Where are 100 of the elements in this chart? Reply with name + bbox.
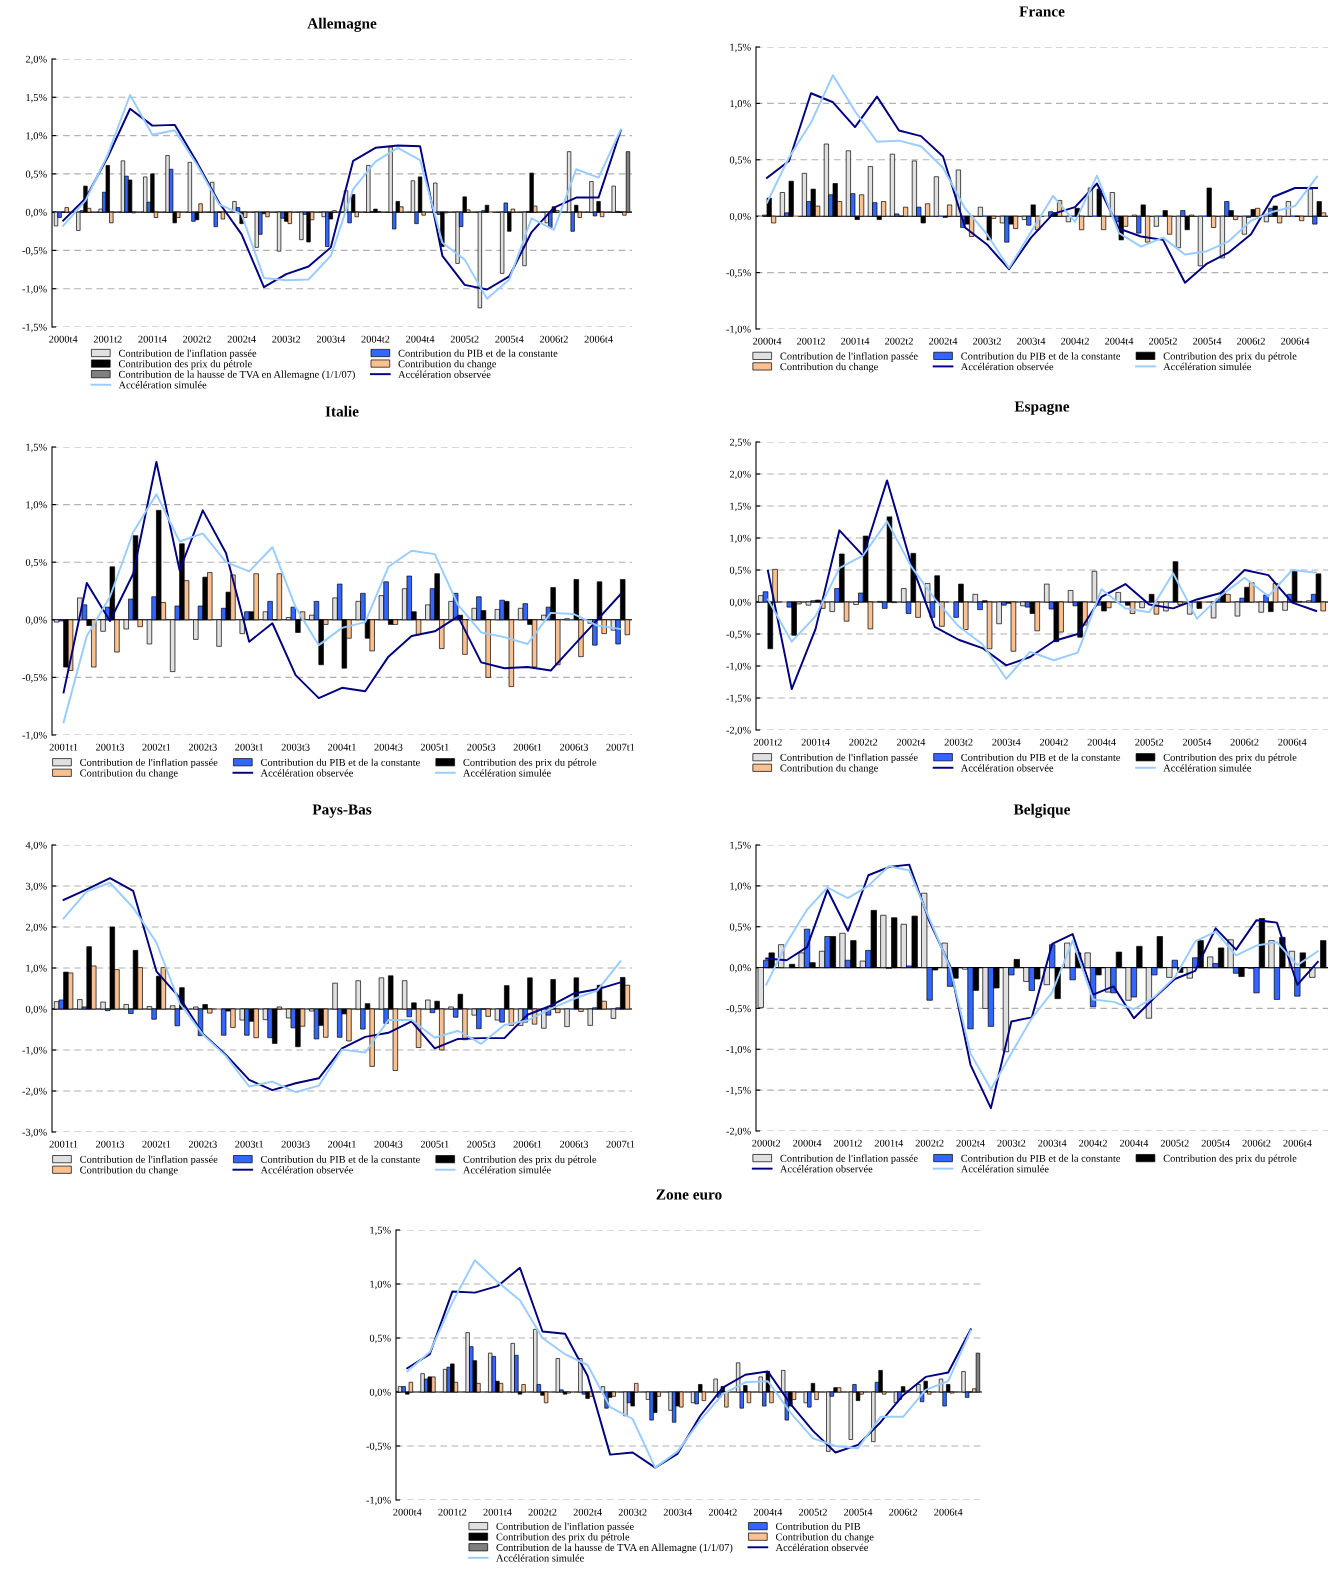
y-tick-label: 1,0%: [26, 964, 47, 974]
x-tick-label: 2002t4: [573, 1508, 602, 1516]
chart-title: Zone euro: [656, 1189, 722, 1200]
x-tick-label: 2000t4: [752, 337, 782, 345]
x-tick-label: 2006t2: [539, 335, 568, 343]
y-tick-label: 0,5%: [729, 566, 751, 576]
legend-label: Accélération observée: [398, 370, 491, 378]
x-tick-label: 2000t4: [49, 335, 78, 343]
x-tick-label: 2006t4: [1278, 738, 1307, 746]
legend-label: Contribution des prix du pétrole: [1163, 753, 1297, 764]
x-tick-label: 2000t2: [752, 1139, 781, 1147]
x-tick-label: 2001t3: [95, 743, 125, 751]
legend-label: Contribution du change: [398, 359, 497, 370]
x-tick-label: 2006t2: [1236, 337, 1265, 345]
legend-label: Contribution du PIB et de la constante: [398, 349, 558, 357]
x-tick-label: 2004t4: [1087, 738, 1116, 746]
y-tick-label: -0,5%: [366, 1442, 391, 1452]
x-tick-label: 2002t4: [227, 335, 256, 343]
x-tick-label: 2005t2: [1148, 337, 1177, 345]
chart-title: Espagne: [1014, 401, 1070, 415]
x-tick-label: 2006t4: [584, 335, 613, 343]
y-tick-label: 1,0%: [730, 100, 751, 109]
y-tick-label: 2,5%: [729, 438, 751, 448]
legend-label: Contribution du PIB et de la constante: [961, 352, 1121, 360]
x-tick-label: 2002t4: [896, 738, 926, 746]
legend-label: Contribution du change: [80, 1166, 178, 1176]
x-tick-label: 2006t1: [513, 1140, 542, 1148]
legend-label: Contribution de l'inflation passée: [80, 758, 218, 769]
legend-label: Accélération simulée: [1163, 362, 1252, 371]
legend-label: Contribution du PIB et de la constante: [260, 758, 420, 766]
y-tick-label: 0,5%: [25, 170, 47, 180]
x-tick-label: 2002t2: [915, 1139, 944, 1147]
x-tick-label: 2003t2: [944, 738, 973, 746]
legend-label: Contribution du PIB et de la constante: [961, 1154, 1121, 1162]
y-tick-label: 0,0%: [25, 616, 47, 626]
y-tick-label: -1,5%: [726, 694, 751, 704]
y-tick-label: 2,0%: [25, 55, 47, 65]
x-tick-label: 2000t4: [793, 1139, 822, 1147]
chart-title: Belgique: [1013, 803, 1071, 818]
x-tick-label: 2003t2: [618, 1508, 647, 1516]
x-tick-label: 2001t2: [833, 1139, 862, 1147]
y-tick-label: 0,0%: [729, 598, 751, 608]
legend-label: Contribution des prix du pétrole: [463, 1155, 597, 1166]
y-tick-label: 1,0%: [26, 132, 47, 141]
legend-label: Accélération simulée: [463, 769, 551, 777]
legend-label: Contribution des prix du pétrole: [1163, 1154, 1297, 1164]
y-tick-label: -1,0%: [22, 731, 47, 741]
x-tick-label: 2005t4: [495, 335, 524, 343]
x-tick-label: 2001t4: [874, 1139, 904, 1147]
x-tick-label: 2004t2: [1060, 337, 1089, 345]
y-tick-label: 4,0%: [25, 841, 47, 851]
y-tick-label: -2,0%: [22, 1087, 47, 1097]
x-tick-label: 2003t3: [281, 1140, 310, 1148]
y-tick-label: -2,0%: [726, 726, 751, 736]
x-tick-label: 2002t2: [884, 337, 913, 345]
legend-label: Contribution du change: [775, 1533, 874, 1543]
legend-label: Contribution de l'inflation passée: [80, 1155, 218, 1166]
y-tick-label: -1,0%: [366, 1496, 391, 1506]
y-tick-label: 3,0%: [25, 882, 47, 892]
y-tick-label: -0,5%: [22, 674, 47, 683]
y-tick-label: 1,5%: [370, 1226, 391, 1236]
x-tick-label: 2001t4: [483, 1508, 512, 1516]
legend-label: Contribution du PIB et de la constante: [961, 753, 1121, 761]
legend-label: Contribution du change: [80, 769, 178, 779]
legend-label: Contribution de l'inflation passée: [780, 352, 918, 362]
x-tick-label: 2005t4: [844, 1508, 873, 1516]
y-tick-label: 1,0%: [730, 882, 751, 892]
x-tick-label: 2001t2: [796, 337, 825, 345]
x-tick-label: 2005t2: [1135, 738, 1164, 746]
y-tick-label: 0,5%: [369, 1334, 391, 1344]
x-tick-label: 2004t4: [1119, 1139, 1149, 1147]
x-tick-label: 2005t3: [467, 1140, 496, 1148]
x-tick-label: 2003t4: [316, 335, 346, 343]
x-tick-label: 2001t2: [753, 738, 782, 746]
y-tick-label: 0,0%: [25, 208, 47, 218]
y-tick-label: 0,0%: [729, 964, 751, 973]
legend-label: Accélération simulée: [118, 381, 207, 389]
x-tick-label: 2004t3: [374, 743, 403, 751]
x-tick-label: 2006t3: [559, 1140, 589, 1148]
x-tick-label: 2002t4: [928, 337, 958, 345]
x-tick-label: 2002t4: [956, 1139, 985, 1147]
x-tick-label: 2002t2: [182, 335, 211, 343]
legend-label: Accélération simulée: [463, 1166, 551, 1174]
y-tick-label: 0,0%: [25, 1005, 47, 1015]
x-tick-label: 2003t2: [972, 337, 1001, 345]
x-tick-label: 2004t4: [753, 1508, 783, 1516]
y-tick-label: -0,5%: [22, 247, 47, 256]
legend-label: Accélération observée: [260, 769, 353, 777]
legend-label: Contribution de la hausse de TVA en Allemagne (1/1/07): [118, 370, 355, 381]
legend-label: Contribution de l'inflation passée: [118, 349, 257, 359]
y-tick-label: -0,5%: [726, 269, 751, 278]
y-tick-label: 0,5%: [729, 923, 751, 932]
x-tick-label: 2003t4: [1038, 1139, 1067, 1147]
y-tick-label: 1,0%: [730, 534, 751, 544]
y-tick-label: -2,0%: [726, 1127, 751, 1137]
legend-label: Contribution de l'inflation passée: [780, 753, 918, 764]
x-tick-label: 2005t2: [798, 1508, 827, 1516]
y-tick-label: -1,5%: [22, 323, 47, 333]
x-tick-label: 2001t2: [438, 1508, 467, 1516]
y-tick-label: -1,0%: [726, 325, 751, 335]
